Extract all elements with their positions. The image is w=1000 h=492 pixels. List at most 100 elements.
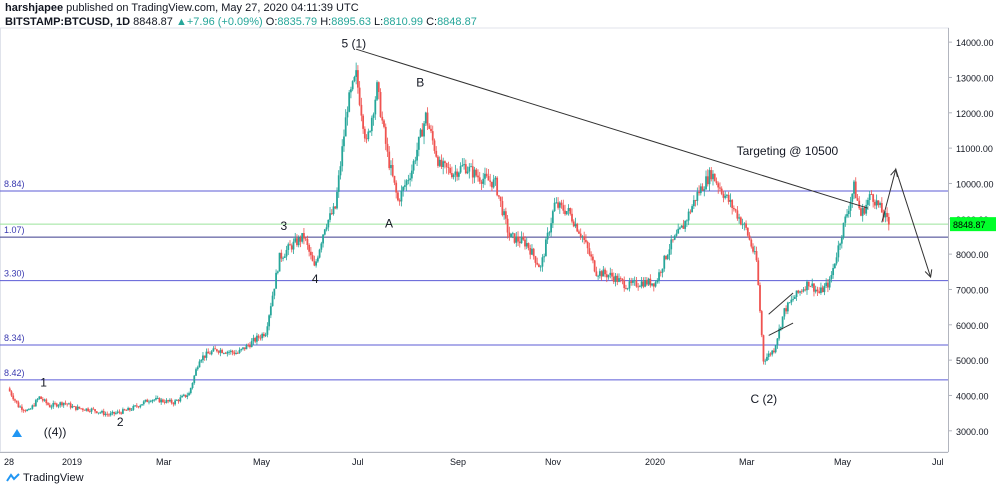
candle-body <box>407 179 410 181</box>
candle-body <box>856 198 859 201</box>
candle-body <box>445 163 448 168</box>
candle-body <box>330 213 333 215</box>
candle-body <box>76 406 79 410</box>
candle-body <box>426 112 429 126</box>
candle-body <box>108 414 110 416</box>
candle-body <box>34 400 37 407</box>
candle-body <box>268 315 271 327</box>
candle-body <box>196 367 199 370</box>
candle-body <box>543 256 546 258</box>
candle-body <box>638 286 641 288</box>
candle-body <box>679 227 681 229</box>
candle-body <box>158 397 161 403</box>
candle-body <box>867 200 869 205</box>
candle-body <box>99 412 102 414</box>
candle-body <box>786 302 789 312</box>
candle-body <box>609 272 612 276</box>
candle-body <box>419 129 422 137</box>
candle-body <box>466 171 469 174</box>
candle-body <box>47 403 49 405</box>
candle-body <box>816 289 819 292</box>
candle-body <box>504 211 507 219</box>
candle-body <box>621 278 624 281</box>
candle-body <box>844 216 847 223</box>
candle-body <box>168 399 171 402</box>
candle-body <box>738 217 741 219</box>
candle-body <box>370 117 373 132</box>
candle-body <box>477 175 479 178</box>
candle-body <box>807 281 810 287</box>
candle-body <box>685 220 688 222</box>
candle-body <box>278 252 281 272</box>
candle-body <box>104 413 107 415</box>
candle-body <box>491 181 493 188</box>
candle-body <box>306 239 309 246</box>
candle-body <box>626 288 629 290</box>
candle-body <box>760 311 763 336</box>
candle-body <box>884 212 887 218</box>
candle-body <box>353 76 356 82</box>
x-tick-label: May <box>834 457 852 467</box>
author-name[interactable]: harshjapee <box>5 2 64 14</box>
candle-body <box>715 181 718 184</box>
candle-body <box>162 399 164 402</box>
candle-body <box>464 164 467 174</box>
candle-body <box>21 406 23 410</box>
candle-body <box>101 411 103 413</box>
candle-body <box>456 171 459 177</box>
candle-body <box>611 272 613 277</box>
candle-body <box>605 274 608 278</box>
candle-body <box>336 191 338 209</box>
candle-body <box>81 408 84 410</box>
candle-body <box>315 261 318 266</box>
candle-body <box>45 399 48 404</box>
candle-body <box>736 210 739 219</box>
candle-body <box>647 278 650 285</box>
candle-body <box>73 406 76 408</box>
candle-body <box>400 190 403 202</box>
candle-body <box>52 403 55 407</box>
candle-body <box>771 350 774 355</box>
candle-body <box>729 200 732 202</box>
candle-body <box>193 375 196 383</box>
tradingview-brand[interactable]: TradingView <box>23 472 84 484</box>
candle-body <box>160 399 163 403</box>
candle-body <box>644 280 647 287</box>
candle-body <box>839 243 841 246</box>
candle-body <box>228 351 230 353</box>
candle-body <box>887 216 890 225</box>
candle-body <box>261 333 264 339</box>
candle-body <box>221 349 224 354</box>
candle-body <box>275 272 277 289</box>
candle-body <box>558 202 561 208</box>
candle-body <box>508 232 511 238</box>
candle-body <box>612 276 615 282</box>
candle-body <box>712 173 714 180</box>
high-value: 8895.63 <box>331 16 371 28</box>
candle-body <box>673 235 676 240</box>
fib-level-label: 3.30) <box>4 269 25 279</box>
candle-body <box>731 200 734 208</box>
candle-body <box>873 201 876 206</box>
candle-body <box>809 286 812 288</box>
candle-body <box>532 248 535 257</box>
candle-body <box>332 206 335 215</box>
candle-body <box>334 206 337 209</box>
candle-body <box>557 202 559 208</box>
candle-body <box>588 248 591 255</box>
candle-body <box>767 353 770 357</box>
candle-body <box>847 210 850 215</box>
candle-body <box>814 289 817 292</box>
candle-body <box>219 349 222 353</box>
candle-body <box>517 236 519 242</box>
candle-body <box>665 255 667 259</box>
candle-body <box>461 165 464 167</box>
candle-body <box>309 251 312 256</box>
candle-body <box>820 287 822 293</box>
symbol-label[interactable]: BITSTAMP:BTCUSD, 1D <box>5 16 131 28</box>
candle-body <box>858 200 861 209</box>
up-arrow-icon: ▲ <box>175 16 187 28</box>
candle-body <box>390 164 392 169</box>
x-tick-label: May <box>253 457 271 467</box>
